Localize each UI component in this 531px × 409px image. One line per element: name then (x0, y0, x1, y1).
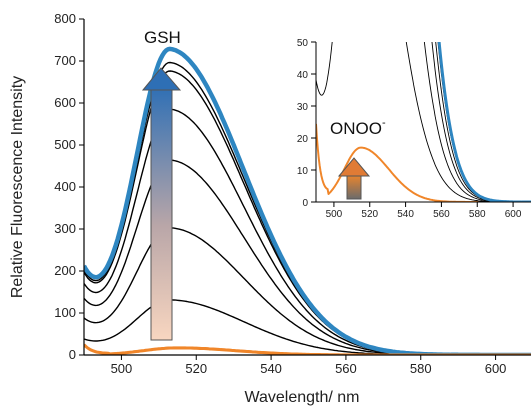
main-y-tick-label: 300 (54, 221, 76, 236)
inset-y-tick-label: 20 (297, 134, 309, 145)
onoo-label-superscript: - (382, 117, 386, 129)
inset-y-tick-label: 0 (302, 198, 308, 209)
inset-y-ticks: 0 10 20 30 40 50 (297, 38, 316, 209)
inset-x-tick-label: 500 (326, 209, 343, 220)
y-axis-title: Relative Fluorescence Intensity (9, 76, 26, 298)
main-x-tick-label: 600 (485, 361, 507, 376)
main-y-tick-label: 400 (54, 179, 76, 194)
main-x-ticks: 500 520 540 560 580 600 (111, 355, 507, 376)
onoo-label: ONOO- (330, 117, 386, 138)
inset-y-tick-label: 40 (297, 70, 309, 81)
inset-x-tick-label: 520 (361, 209, 378, 220)
main-x-tick-label: 520 (185, 361, 207, 376)
inset-x-tick-label: 600 (505, 209, 522, 220)
inset-x-tick-label: 580 (469, 209, 486, 220)
main-y-tick-label: 200 (54, 263, 76, 278)
inset-series-line-0 (316, 123, 531, 202)
main-y-tick-label: 500 (54, 137, 76, 152)
main-x-tick-label: 540 (260, 361, 282, 376)
inset-y-tick-label: 50 (297, 38, 309, 49)
main-y-tick-label: 700 (54, 53, 76, 68)
inset-y-tick-label: 30 (297, 102, 309, 113)
main-y-tick-label: 0 (69, 347, 76, 362)
inset-y-tick-label: 10 (297, 166, 309, 177)
main-x-tick-label: 500 (111, 361, 133, 376)
main-y-tick-label: 600 (54, 95, 76, 110)
x-axis-title: Wavelength/ nm (244, 389, 359, 406)
main-y-tick-label: 100 (54, 305, 76, 320)
main-y-ticks: 0 100 200 300 400 500 600 700 800 (54, 11, 84, 362)
inset-x-ticks: 500 520 540 560 580 600 (326, 202, 522, 220)
gsh-label: GSH (144, 28, 181, 47)
main-x-tick-label: 580 (410, 361, 432, 376)
gsh-increase-arrow (141, 67, 182, 341)
onoo-increase-arrow (337, 157, 371, 200)
inset-plot-area: ONOO- 0 10 20 30 40 50 500 520 540 560 580 600 (297, 38, 531, 220)
main-y-tick-label: 800 (54, 11, 76, 26)
inset-x-tick-label: 540 (397, 209, 414, 220)
onoo-label-text: ONOO (330, 119, 382, 138)
inset-series-line-6 (437, 42, 531, 202)
main-x-tick-label: 560 (335, 361, 357, 376)
inset-x-tick-label: 560 (433, 209, 450, 220)
